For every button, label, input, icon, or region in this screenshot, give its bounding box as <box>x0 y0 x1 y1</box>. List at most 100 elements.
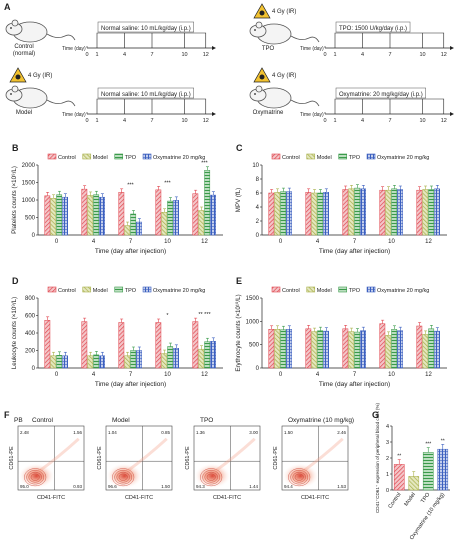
bar <box>286 329 292 369</box>
treatment-bracket <box>96 98 207 112</box>
flow-contour <box>294 473 304 481</box>
timeline-tick-label: 10 <box>181 52 187 58</box>
legend-label: Model <box>93 155 108 161</box>
y-tick-label: 1500 <box>22 181 36 187</box>
group-name: Oxymatrine <box>253 110 284 116</box>
x-tick-label: 10 <box>164 372 171 378</box>
panel-e: E Control Model TPO Oxymatrine 20 mg/kg 0 500 1… <box>235 276 447 388</box>
time-axis-label: Time (day) <box>300 112 324 118</box>
flow-contour <box>112 468 135 487</box>
bar <box>360 330 366 369</box>
flow-plot-title: Control <box>32 417 54 424</box>
y-tick-label: 0 <box>256 233 260 239</box>
bar <box>198 348 205 369</box>
timeline-arrow-icon <box>450 46 454 50</box>
legend-label: Control <box>58 155 76 161</box>
legend-swatch <box>47 153 57 160</box>
bar <box>155 322 162 369</box>
quadrant-ll-value: 96.6 <box>108 484 117 489</box>
quadrant-ur-value: 1.56 <box>73 430 82 435</box>
y-tick-label: 200 <box>25 349 36 355</box>
legend-label: Control <box>282 155 300 161</box>
bar <box>434 330 440 369</box>
mouse-ear-icon <box>255 21 263 29</box>
y-tick-label: 1000 <box>246 319 260 325</box>
bar <box>379 323 386 369</box>
treatment-box <box>97 21 194 33</box>
flow-contour <box>118 473 128 481</box>
significance-stars: *** <box>164 180 171 186</box>
y-tick-label: 1500 <box>246 296 260 302</box>
bar <box>416 189 423 236</box>
flow-scatter-tail <box>212 437 256 474</box>
timeline-tick-label: 10 <box>419 52 425 58</box>
flow-sample-tag: PB <box>14 417 23 424</box>
flow-scatter-tail <box>36 437 80 474</box>
timeline-tick-label: 1 <box>333 52 336 58</box>
significance-stars: *** <box>127 183 134 189</box>
mouse-eye-icon <box>10 27 12 29</box>
bar <box>204 341 211 369</box>
legend-label: Oxymatrine 20 mg/kg <box>377 288 429 294</box>
panel-label-c: C <box>236 143 243 153</box>
y-axis-label: Platelets counts (×10⁹/L) <box>11 166 18 234</box>
schematic-model: 4 Gy (IR) Model Time (day)0 1 4 7 10 12 Normal s… <box>5 67 216 124</box>
panel-f: F PB Control 2.48 1.56 95.0 0.93 CD41-FITC CD61-… <box>4 410 354 501</box>
x-tick-label: TPO <box>420 491 432 504</box>
bar <box>268 192 275 236</box>
timeline-tick-label: 7 <box>388 52 391 58</box>
y-tick-label: 4 <box>256 205 260 211</box>
bar <box>118 322 125 369</box>
x-axis-label: Time (day after injection) <box>95 248 166 255</box>
treatment-bracket <box>334 32 445 46</box>
bar <box>360 188 366 236</box>
y-tick-label: 1000 <box>22 198 36 204</box>
radiation-symbol-icon <box>15 74 21 80</box>
quadrant-lr-value: 1.53 <box>337 484 346 489</box>
schematic-control: Control(normal) Time (day)0 1 4 7 10 12 Normal … <box>5 19 216 58</box>
legend-swatch <box>338 153 348 160</box>
mouse-tail-icon <box>46 99 76 107</box>
bar <box>167 346 174 369</box>
legend-swatch <box>306 286 316 293</box>
bar <box>161 353 168 369</box>
flow-scatter-tail <box>300 437 344 474</box>
x-tick-label: 12 <box>425 372 432 378</box>
mouse-tail-icon <box>46 33 76 41</box>
bar <box>416 325 423 369</box>
flow-contour <box>290 470 308 485</box>
flow-contour <box>116 471 130 483</box>
flow-plot: PB Control 2.48 1.56 95.0 0.93 CD41-FITC CD61-P… <box>9 417 85 501</box>
x-tick-label: 0 <box>279 239 283 245</box>
x-tick-label: 12 <box>425 239 432 245</box>
schematic-tpo: 4 Gy (IR) TPO Time (day)0 1 4 7 10 12 TPO: 1500 … <box>249 3 454 58</box>
bar <box>437 448 449 491</box>
bar <box>44 195 51 236</box>
group-name: TPO <box>262 46 275 52</box>
panel-g: G 0 1 2 3 4 CD41⁺CD61⁺ expression of periphera… <box>372 403 450 541</box>
radiation-symbol-icon <box>259 74 265 80</box>
flow-x-label: CD41-FITC <box>37 495 65 501</box>
panel-b: B Control Model TPO Oxymatrine 20 mg/kg 0 500 1… <box>11 143 223 255</box>
y-axis-label: CD41⁺CD61⁺ expression of peripheral bloo… <box>375 403 380 514</box>
quadrant-ul-value: 2.48 <box>20 430 29 435</box>
bar <box>161 212 168 236</box>
significance-stars: ** <box>441 438 445 444</box>
flow-contour <box>288 468 311 487</box>
bar <box>81 321 88 369</box>
timeline-tick-label: 4 <box>361 118 364 124</box>
legend-label: Model <box>317 288 332 294</box>
panel-label-g: G <box>372 410 379 420</box>
treatment-bracket <box>96 32 207 46</box>
legend-label: Model <box>317 155 332 161</box>
bar <box>311 192 318 236</box>
timeline-tick-label: 1 <box>95 52 98 58</box>
time-axis-label: Time (day) <box>62 112 86 118</box>
bar <box>130 350 137 369</box>
bar <box>124 225 131 236</box>
treatment-box <box>97 87 194 99</box>
x-tick-label: 7 <box>353 239 357 245</box>
bar <box>422 334 429 369</box>
